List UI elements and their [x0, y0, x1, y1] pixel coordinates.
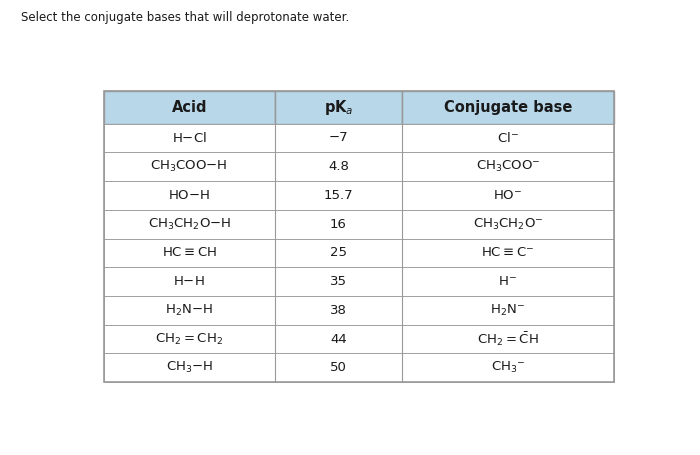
Bar — [104, 238, 274, 267]
Bar — [402, 181, 614, 210]
Bar — [104, 91, 274, 124]
Text: CH$_2$$=$CH$_2$: CH$_2$$=$CH$_2$ — [155, 332, 223, 347]
Bar — [274, 325, 402, 354]
Bar — [104, 325, 274, 354]
Text: CH$_3$COO$-$H: CH$_3$COO$-$H — [150, 159, 228, 174]
Bar — [104, 210, 274, 238]
Text: Select the conjugate bases that will deprotonate water.: Select the conjugate bases that will dep… — [21, 11, 349, 25]
Bar — [274, 181, 402, 210]
Text: 35: 35 — [330, 275, 347, 288]
Text: CH$_3$CH$_2$O$-$H: CH$_3$CH$_2$O$-$H — [148, 217, 231, 232]
Bar — [274, 267, 402, 296]
Text: 16: 16 — [330, 217, 346, 231]
Text: CH$_3$$^{-}$: CH$_3$$^{-}$ — [491, 360, 525, 375]
Text: 4.8: 4.8 — [328, 160, 349, 173]
Bar — [402, 296, 614, 325]
Text: pK$_a$: pK$_a$ — [323, 98, 353, 117]
Bar — [274, 296, 402, 325]
Bar — [402, 354, 614, 382]
Text: 15.7: 15.7 — [323, 189, 354, 202]
Text: H$-$Cl: H$-$Cl — [172, 131, 206, 145]
Text: 38: 38 — [330, 304, 346, 317]
Bar — [104, 152, 274, 181]
Bar — [402, 91, 614, 124]
Text: CH$_3$COO$^{-}$: CH$_3$COO$^{-}$ — [475, 159, 540, 174]
Text: HC$\equiv$CH: HC$\equiv$CH — [162, 247, 217, 259]
Bar — [104, 181, 274, 210]
Text: Acid: Acid — [172, 100, 207, 115]
Text: H$^{-}$: H$^{-}$ — [498, 275, 517, 288]
Text: −7: −7 — [328, 131, 348, 145]
Text: 44: 44 — [330, 333, 346, 346]
Bar — [104, 267, 274, 296]
Bar — [104, 91, 614, 382]
Bar — [274, 238, 402, 267]
Text: HC$\equiv$C$^{-}$: HC$\equiv$C$^{-}$ — [481, 247, 535, 259]
Bar — [402, 210, 614, 238]
Text: CH$_3$$-$H: CH$_3$$-$H — [165, 360, 213, 375]
Bar — [402, 267, 614, 296]
Bar — [402, 124, 614, 152]
Bar — [274, 152, 402, 181]
Text: H$-$H: H$-$H — [174, 275, 205, 288]
Bar — [402, 152, 614, 181]
Text: H$_2$N$-$H: H$_2$N$-$H — [165, 303, 214, 318]
Text: HO$-$H: HO$-$H — [168, 189, 210, 202]
Text: 25: 25 — [330, 247, 347, 259]
Text: Conjugate base: Conjugate base — [444, 100, 572, 115]
Text: CH$_2$$=\bar{\mathrm{C}}$H: CH$_2$$=\bar{\mathrm{C}}$H — [477, 330, 539, 348]
Text: CH$_3$CH$_2$O$^{-}$: CH$_3$CH$_2$O$^{-}$ — [473, 217, 543, 232]
Bar — [274, 124, 402, 152]
Bar — [274, 354, 402, 382]
Bar — [274, 210, 402, 238]
Bar — [104, 124, 274, 152]
Bar — [402, 238, 614, 267]
Text: H$_2$N$^{-}$: H$_2$N$^{-}$ — [490, 303, 526, 318]
Bar — [402, 325, 614, 354]
Bar — [104, 296, 274, 325]
Bar — [104, 354, 274, 382]
Text: Cl$^{-}$: Cl$^{-}$ — [497, 131, 519, 145]
Text: 50: 50 — [330, 361, 346, 374]
Text: HO$^{-}$: HO$^{-}$ — [494, 189, 523, 202]
Bar — [274, 91, 402, 124]
